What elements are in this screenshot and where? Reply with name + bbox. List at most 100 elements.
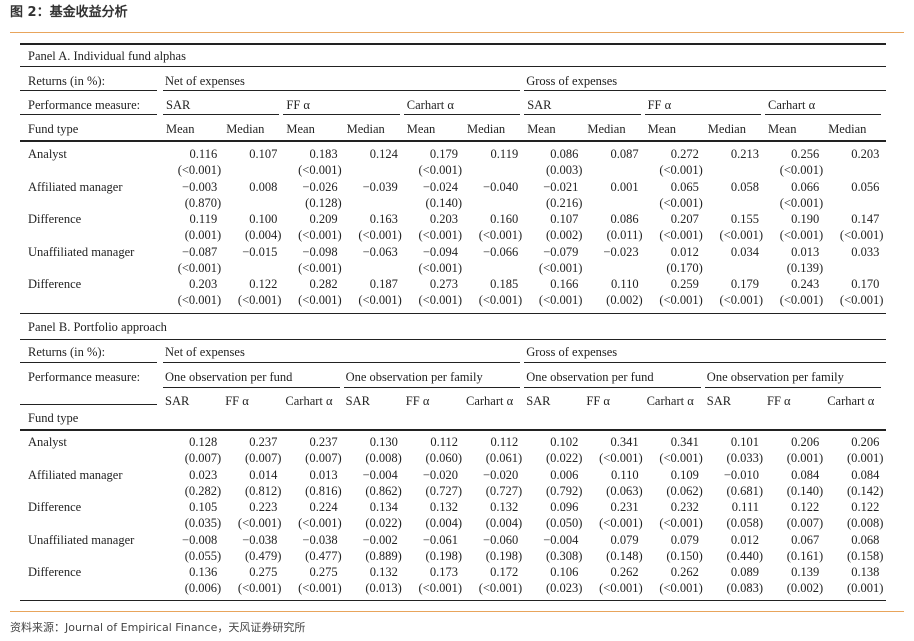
cell-value: −0.015 (242, 244, 278, 259)
cell-pvalue: (<0.001) (779, 163, 824, 177)
cell-value: 0.206 (791, 435, 820, 449)
cell-pvalue: (0.050) (545, 516, 583, 530)
measure-header: FF α (405, 394, 430, 408)
cell-value: 0.122 (851, 500, 880, 514)
rule (20, 114, 157, 115)
cell-pvalue: (0.140) (425, 195, 462, 210)
cell-value: 0.237 (249, 435, 278, 449)
cell-pvalue: (<0.001) (599, 581, 643, 595)
rule (163, 387, 340, 388)
cell-value: 0.065 (670, 179, 699, 194)
cell-pvalue: (<0.001) (237, 516, 282, 530)
rule (20, 313, 886, 314)
cell-pvalue: (0.055) (184, 548, 222, 563)
cell-pvalue: (0.862) (365, 483, 402, 498)
rule (20, 404, 157, 405)
cell-pvalue: (0.035) (184, 516, 222, 530)
stat-header: Median (707, 122, 746, 136)
cell-value: 0.179 (730, 277, 759, 291)
measure-header: FF α (586, 394, 610, 408)
cell-pvalue: (0.889) (365, 548, 402, 563)
rule (524, 387, 701, 388)
cell-value: 0.173 (429, 565, 458, 579)
cell-value: −0.020 (483, 467, 519, 482)
measure-header: FF α (225, 394, 249, 408)
cell-pvalue: (0.003) (545, 163, 583, 177)
rule (765, 114, 882, 115)
cell-value: −0.038 (242, 532, 278, 547)
rule (343, 387, 521, 388)
cell-value: 0.160 (490, 212, 519, 226)
cell-value: 0.034 (730, 244, 759, 259)
cell-value: 0.006 (550, 467, 579, 482)
cell-value: 0.185 (490, 277, 519, 291)
cell-pvalue: (0.063) (606, 483, 643, 498)
cell-value: 0.213 (730, 147, 759, 161)
cell-value: 0.089 (730, 565, 759, 579)
rule (20, 429, 886, 431)
cell-value: 0.341 (610, 435, 639, 449)
stat-header: Median (587, 122, 626, 136)
cell-pvalue: (<0.001) (418, 228, 463, 242)
group-header: Net of expenses (165, 74, 245, 88)
cell-value: 0.106 (550, 565, 579, 579)
cell-pvalue: (0.792) (545, 483, 583, 498)
cell-value: 0.190 (791, 212, 820, 226)
cell-pvalue: (0.062) (666, 483, 703, 498)
row-label: Difference (28, 565, 82, 579)
measure-header: FF α (767, 394, 791, 408)
measure-header: Carhart α (285, 394, 333, 408)
panel-title: Panel A. Individual fund alphas (28, 49, 186, 63)
cell-pvalue: (0.142) (846, 483, 884, 498)
cell-value: 0.110 (610, 467, 639, 482)
cell-pvalue: (<0.001) (659, 228, 703, 242)
stat-header: Median (828, 122, 867, 136)
cell-pvalue: (<0.001) (237, 293, 282, 307)
stat-header: Mean (768, 122, 797, 136)
cell-value: 0.066 (791, 179, 820, 194)
cell-value: 0.272 (670, 147, 699, 161)
cell-value: 0.058 (730, 179, 759, 194)
cell-pvalue: (<0.001) (358, 293, 402, 307)
cell-value: −0.094 (422, 244, 458, 259)
cell-value: 0.084 (791, 467, 820, 482)
cell-value: 0.203 (851, 147, 880, 161)
subgroup-header: One observation per family (345, 370, 483, 384)
cell-value: −0.038 (302, 532, 338, 547)
cell-value: −0.066 (483, 244, 519, 259)
group-header: Gross of expenses (526, 74, 618, 88)
cell-value: 0.203 (189, 277, 218, 291)
cell-value: 0.023 (189, 467, 218, 482)
cell-value: 0.107 (249, 147, 278, 161)
cell-value: 0.243 (791, 277, 820, 291)
rule (20, 362, 157, 363)
source-note: 资料来源：Journal of Empirical Finance，天风证券研究… (10, 621, 306, 634)
cell-value: 0.262 (610, 565, 639, 579)
cell-value: 0.109 (670, 467, 699, 482)
cell-value: 0.256 (791, 147, 820, 161)
cell-value: 0.100 (249, 212, 278, 226)
cell-value: 0.122 (791, 500, 820, 514)
cell-pvalue: (<0.001) (298, 163, 342, 177)
cell-value: 0.139 (791, 565, 820, 579)
cell-value: 0.079 (670, 532, 699, 547)
cell-pvalue: (<0.001) (478, 228, 523, 242)
cell-pvalue: (<0.001) (538, 260, 583, 275)
measure-header: FF α (647, 98, 672, 112)
cell-value: 0.183 (309, 147, 338, 161)
measure-header: Carhart α (827, 394, 875, 408)
cell-value: 0.008 (249, 179, 278, 194)
cell-value: 0.033 (851, 244, 880, 259)
cell-value: 0.096 (550, 500, 579, 514)
cell-value: 0.203 (429, 212, 458, 226)
cell-pvalue: (0.727) (485, 483, 523, 498)
measure-header: FF α (286, 98, 310, 112)
cell-value: 0.132 (429, 500, 458, 514)
cell-value: −0.039 (362, 179, 398, 194)
rule (163, 90, 521, 91)
cell-pvalue: (0.150) (666, 548, 703, 563)
measure-header: Carhart α (768, 98, 816, 112)
cell-pvalue: (<0.001) (719, 228, 764, 242)
cell-pvalue: (0.060) (425, 451, 462, 465)
cell-value: 0.067 (791, 532, 820, 547)
